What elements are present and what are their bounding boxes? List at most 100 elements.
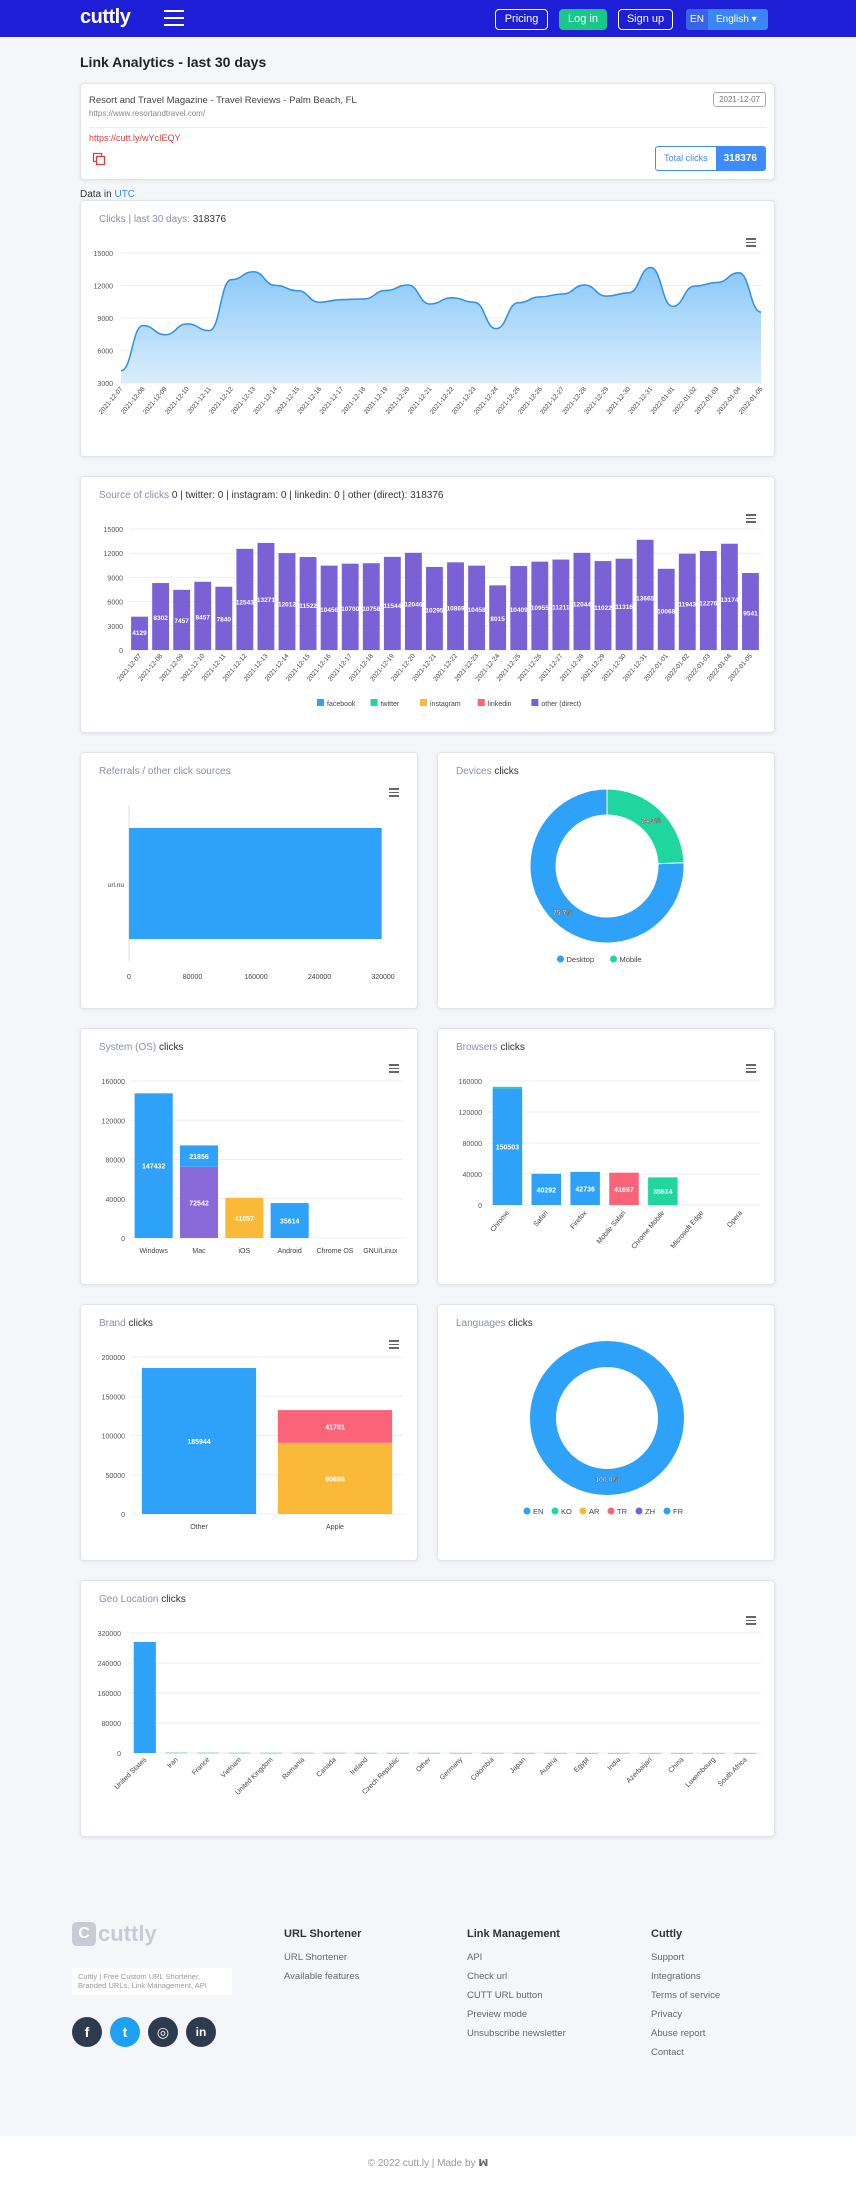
data-label: 13174	[720, 597, 738, 604]
footer-link[interactable]: URL Shortener	[284, 1952, 348, 1963]
legend-swatch	[370, 699, 378, 706]
legend-swatch	[420, 699, 427, 706]
twitter-icon[interactable]: t	[110, 2017, 140, 2047]
bar	[179, 1145, 219, 1167]
x-tick-label: Egypt	[573, 1756, 591, 1774]
footer-link[interactable]: API	[467, 1952, 483, 1963]
donut-slice	[530, 1341, 684, 1495]
facebook-icon[interactable]: f	[72, 2017, 102, 2047]
bar	[447, 562, 464, 650]
data-label: 42736	[575, 1186, 595, 1193]
signup-button[interactable]: Sign up	[618, 9, 673, 30]
data-label: 10869	[446, 606, 464, 613]
site-url[interactable]: https://www.resortandtravel.com/	[89, 109, 206, 118]
pricing-button[interactable]: Pricing	[495, 9, 548, 30]
x-tick-label: Safari	[533, 1209, 550, 1228]
data-label: 12543	[236, 599, 254, 606]
footer-link[interactable]: Unsubscribe newsletter	[467, 2028, 566, 2039]
data-label: 35614	[280, 1219, 300, 1226]
language-select[interactable]: English ▾	[708, 9, 768, 30]
instagram-icon[interactable]: ◎	[148, 2017, 178, 2047]
chart-menu-icon[interactable]	[389, 1340, 399, 1349]
bar	[492, 1086, 523, 1089]
data-label: 185944	[187, 1439, 210, 1446]
footer	[0, 1880, 856, 2132]
bar	[594, 561, 612, 650]
footer-link[interactable]: CUTT URL button	[467, 1990, 543, 2001]
maker-logo-icon[interactable]: ꟽ	[478, 2158, 489, 2169]
x-tick-label: Opera	[726, 1210, 744, 1229]
language-code[interactable]: EN	[686, 9, 708, 30]
linkedin-icon[interactable]: in	[186, 2017, 216, 2047]
legend-swatch	[607, 1507, 615, 1515]
bar	[609, 1172, 639, 1205]
legend-label: TR	[617, 1507, 628, 1516]
footer-link[interactable]: Available features	[284, 1971, 360, 1982]
donut-label: 75.7%	[553, 910, 574, 917]
y-tick-label: 15000	[104, 527, 124, 534]
chart-title-label: Source of clicks	[99, 490, 170, 501]
bottom-bar	[0, 2136, 856, 2192]
x-tick-label: Iran	[166, 1756, 180, 1770]
chart-menu-icon[interactable]	[389, 788, 399, 797]
bar	[678, 553, 696, 650]
clicks-area	[121, 267, 761, 383]
y-tick-label: 150000	[102, 1394, 125, 1401]
x-tick-label: Firefox	[570, 1209, 589, 1230]
bar	[215, 586, 233, 650]
data-label: 41701	[325, 1424, 345, 1431]
login-button[interactable]: Log in	[559, 9, 607, 30]
chart-menu-icon[interactable]	[746, 1064, 756, 1073]
x-tick-label: Luxembourg	[685, 1756, 718, 1789]
bar	[449, 1752, 472, 1754]
chart-title: Browsers clicks	[456, 1042, 525, 1053]
bar	[418, 1752, 441, 1754]
footer-link[interactable]: Check url	[467, 1971, 508, 1982]
x-tick-label: Germany	[439, 1756, 465, 1782]
footer-link[interactable]: Abuse report	[651, 2028, 706, 2039]
data-label: 41697	[614, 1187, 634, 1194]
chart-title: Source of clicks 0 | twitter: 0 | instag…	[99, 490, 443, 501]
data-label: 35614	[653, 1189, 673, 1196]
chart-menu-icon[interactable]	[389, 1064, 399, 1073]
footer-link[interactable]: Contact	[651, 2047, 684, 2058]
chart-menu-icon[interactable]	[746, 1616, 756, 1625]
bar	[702, 1752, 725, 1754]
y-tick-label: 0	[119, 648, 123, 655]
logo[interactable]: cuttly	[80, 6, 131, 28]
data-label: 13665	[636, 595, 654, 602]
legend-swatch	[317, 699, 324, 706]
x-tick-label: 320000	[371, 974, 394, 981]
footer-link[interactable]: Support	[651, 1952, 685, 1963]
y-tick-label: 240000	[98, 1661, 121, 1668]
bar	[734, 1752, 757, 1754]
bar	[657, 568, 675, 650]
os-chart-card: System (OS) clicks 0 40000 80000 120000 1600…	[80, 1028, 418, 1285]
footer-link[interactable]: Privacy	[651, 2009, 683, 2020]
total-clicks-value: 318376	[715, 147, 765, 170]
legend-label: Mobile	[620, 955, 642, 964]
data-label: 10409	[510, 607, 528, 614]
bar	[277, 1442, 393, 1514]
chart-title-label: Brand	[99, 1318, 126, 1329]
footer-link[interactable]: Terms of service	[651, 1990, 721, 2001]
copy-icon[interactable]	[92, 152, 106, 166]
footer-link[interactable]: Preview mode	[467, 2009, 528, 2020]
footer-link[interactable]: Integrations	[651, 1971, 701, 1982]
short-url-link[interactable]: https://cutt.ly/wYcIEQY	[89, 133, 181, 143]
chart-title-label: Devices	[456, 766, 492, 777]
y-tick-label: 0	[478, 1203, 482, 1210]
bar	[615, 558, 633, 650]
timezone-value[interactable]: UTC	[114, 189, 136, 200]
hamburger-menu-icon[interactable]	[164, 10, 184, 26]
bar	[573, 552, 591, 650]
data-label: 8457	[195, 614, 210, 621]
x-tick-label: 80000	[183, 974, 203, 981]
chart-menu-icon[interactable]	[746, 514, 756, 523]
footer-logo[interactable]: C cuttly	[72, 1921, 157, 1947]
y-tick-label: 100000	[102, 1434, 125, 1441]
legend-label: other (direct)	[541, 701, 581, 708]
bar	[362, 563, 380, 650]
x-tick-label: Other	[190, 1524, 208, 1531]
chart-menu-icon[interactable]	[746, 238, 756, 247]
